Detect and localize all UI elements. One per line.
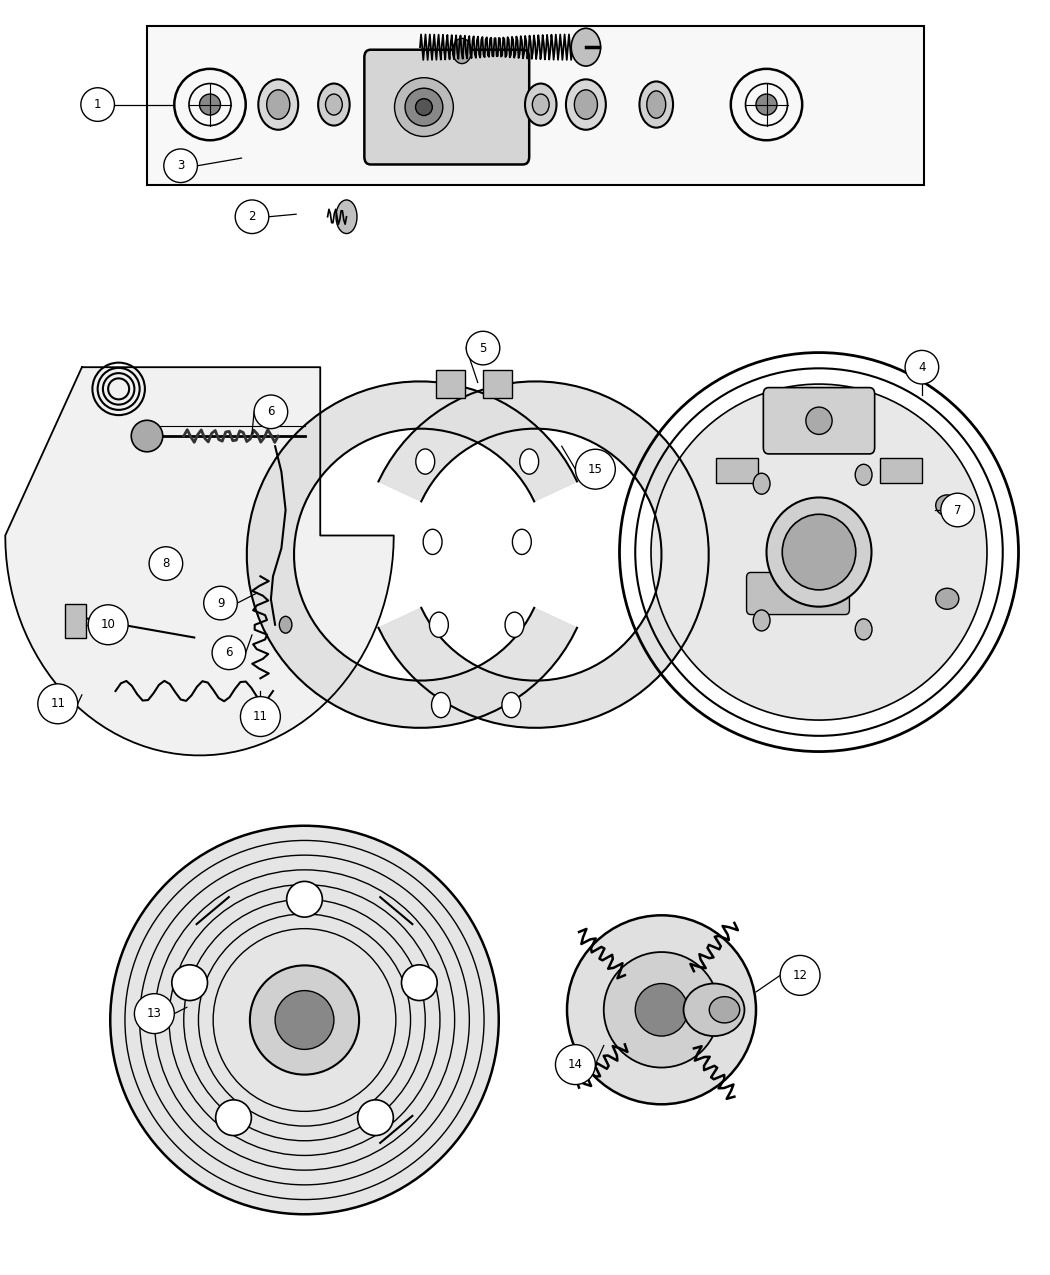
- Bar: [65, 604, 86, 638]
- Ellipse shape: [941, 493, 974, 527]
- Ellipse shape: [318, 84, 350, 125]
- Ellipse shape: [200, 94, 220, 115]
- Ellipse shape: [639, 82, 673, 128]
- Ellipse shape: [525, 84, 556, 125]
- Ellipse shape: [936, 588, 959, 609]
- Text: 6: 6: [225, 646, 233, 659]
- Text: 3: 3: [176, 159, 185, 172]
- Ellipse shape: [571, 28, 601, 66]
- Polygon shape: [247, 381, 578, 728]
- Bar: [147, 26, 924, 185]
- Ellipse shape: [395, 78, 454, 136]
- Ellipse shape: [131, 421, 163, 451]
- Text: 7: 7: [953, 504, 962, 516]
- Ellipse shape: [110, 826, 499, 1214]
- Polygon shape: [5, 367, 394, 755]
- Ellipse shape: [453, 38, 471, 64]
- Text: 12: 12: [793, 969, 807, 982]
- Ellipse shape: [710, 997, 740, 1023]
- Text: 9: 9: [216, 597, 225, 609]
- Ellipse shape: [806, 407, 832, 435]
- FancyBboxPatch shape: [763, 388, 875, 454]
- Ellipse shape: [164, 149, 197, 182]
- Ellipse shape: [635, 983, 688, 1037]
- Ellipse shape: [275, 991, 334, 1049]
- Text: 8: 8: [162, 557, 170, 570]
- Ellipse shape: [254, 395, 288, 428]
- Ellipse shape: [566, 79, 606, 130]
- Ellipse shape: [423, 529, 442, 555]
- Ellipse shape: [250, 965, 359, 1075]
- Ellipse shape: [574, 89, 597, 120]
- Text: 13: 13: [147, 1007, 162, 1020]
- Ellipse shape: [753, 473, 770, 495]
- Ellipse shape: [647, 91, 666, 119]
- Text: 1: 1: [93, 98, 102, 111]
- Ellipse shape: [555, 1044, 595, 1085]
- Ellipse shape: [684, 983, 744, 1037]
- Ellipse shape: [38, 683, 78, 724]
- Ellipse shape: [326, 94, 342, 115]
- Ellipse shape: [466, 332, 500, 365]
- Ellipse shape: [905, 351, 939, 384]
- Bar: [436, 370, 465, 398]
- Ellipse shape: [405, 88, 443, 126]
- Ellipse shape: [81, 88, 114, 121]
- Ellipse shape: [936, 495, 959, 516]
- Ellipse shape: [401, 965, 437, 1001]
- Text: 11: 11: [253, 710, 268, 723]
- Text: 5: 5: [479, 342, 487, 354]
- Bar: [880, 458, 922, 483]
- Ellipse shape: [336, 200, 357, 233]
- Ellipse shape: [512, 529, 531, 555]
- Ellipse shape: [204, 586, 237, 620]
- Ellipse shape: [753, 609, 770, 631]
- Ellipse shape: [432, 692, 450, 718]
- Ellipse shape: [651, 384, 987, 720]
- Ellipse shape: [212, 636, 246, 669]
- Ellipse shape: [532, 94, 549, 115]
- Ellipse shape: [766, 497, 872, 607]
- Text: 15: 15: [588, 463, 603, 476]
- Bar: [716, 458, 758, 483]
- Ellipse shape: [215, 1100, 251, 1136]
- Ellipse shape: [855, 464, 872, 486]
- Text: 4: 4: [918, 361, 926, 374]
- Ellipse shape: [134, 993, 174, 1034]
- Ellipse shape: [505, 612, 524, 638]
- Ellipse shape: [575, 449, 615, 490]
- Ellipse shape: [429, 612, 448, 638]
- Ellipse shape: [756, 94, 777, 115]
- Ellipse shape: [502, 692, 521, 718]
- Ellipse shape: [149, 547, 183, 580]
- Ellipse shape: [279, 616, 292, 634]
- Ellipse shape: [267, 89, 290, 120]
- FancyBboxPatch shape: [747, 572, 849, 615]
- Ellipse shape: [567, 915, 756, 1104]
- FancyBboxPatch shape: [364, 50, 529, 164]
- Ellipse shape: [172, 965, 208, 1001]
- Text: 10: 10: [101, 618, 116, 631]
- Ellipse shape: [258, 79, 298, 130]
- Ellipse shape: [88, 604, 128, 645]
- Ellipse shape: [780, 955, 820, 996]
- Ellipse shape: [416, 98, 433, 116]
- Text: 11: 11: [50, 697, 65, 710]
- Ellipse shape: [416, 449, 435, 474]
- Bar: [483, 370, 512, 398]
- Text: 14: 14: [568, 1058, 583, 1071]
- Ellipse shape: [235, 200, 269, 233]
- Polygon shape: [378, 381, 709, 728]
- Text: 2: 2: [248, 210, 256, 223]
- Ellipse shape: [782, 514, 856, 590]
- Ellipse shape: [520, 449, 539, 474]
- Text: 6: 6: [267, 405, 275, 418]
- Ellipse shape: [240, 696, 280, 737]
- Ellipse shape: [287, 881, 322, 917]
- Ellipse shape: [358, 1100, 394, 1136]
- Ellipse shape: [855, 618, 872, 640]
- Ellipse shape: [604, 952, 719, 1067]
